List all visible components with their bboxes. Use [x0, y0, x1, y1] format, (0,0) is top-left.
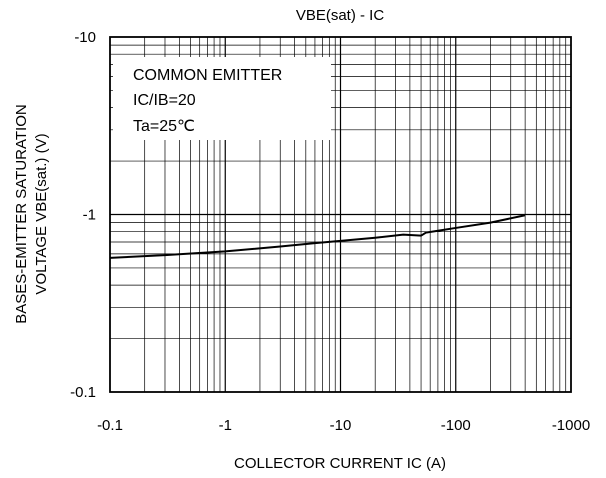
x-axis-label: COLLECTOR CURRENT IC (A): [234, 455, 446, 472]
x-tick-label: -100: [441, 417, 471, 434]
annotation-line-3: Ta=25℃: [133, 118, 195, 135]
x-tick-label: -10: [330, 417, 352, 434]
annotation-line-1: COMMON EMITTER: [133, 67, 282, 84]
annotation-box: [113, 57, 331, 140]
y-tick-label: -1: [83, 207, 96, 224]
y-axis-label-line-2: VOLTAGE VBE(sat.) (V): [33, 133, 50, 294]
y-axis-label-line-1: BASES-EMITTER SATURATION: [13, 104, 30, 323]
y-tick-labels: -0.1 -1 -10: [70, 29, 96, 401]
x-tick-labels: -0.1 -1 -10 -100 -1000: [97, 417, 590, 434]
series-layer: [109, 214, 526, 259]
x-tick-label: -1: [219, 417, 232, 434]
series-line-1: [109, 214, 526, 259]
chart-title: VBE(sat) - IC: [296, 7, 385, 24]
x-tick-label: -0.1: [97, 417, 123, 434]
y-axis-label: BASES-EMITTER SATURATION VOLTAGE VBE(sat…: [13, 104, 50, 323]
y-tick-label: -0.1: [70, 384, 96, 401]
y-tick-label: -10: [74, 29, 96, 46]
annotation-line-2: IC/IB=20: [133, 92, 196, 109]
legend-box: COMMON EMITTER IC/IB=20 Ta=25℃: [113, 57, 331, 140]
plot-frame: [109, 36, 572, 393]
x-tick-label: -1000: [552, 417, 590, 434]
